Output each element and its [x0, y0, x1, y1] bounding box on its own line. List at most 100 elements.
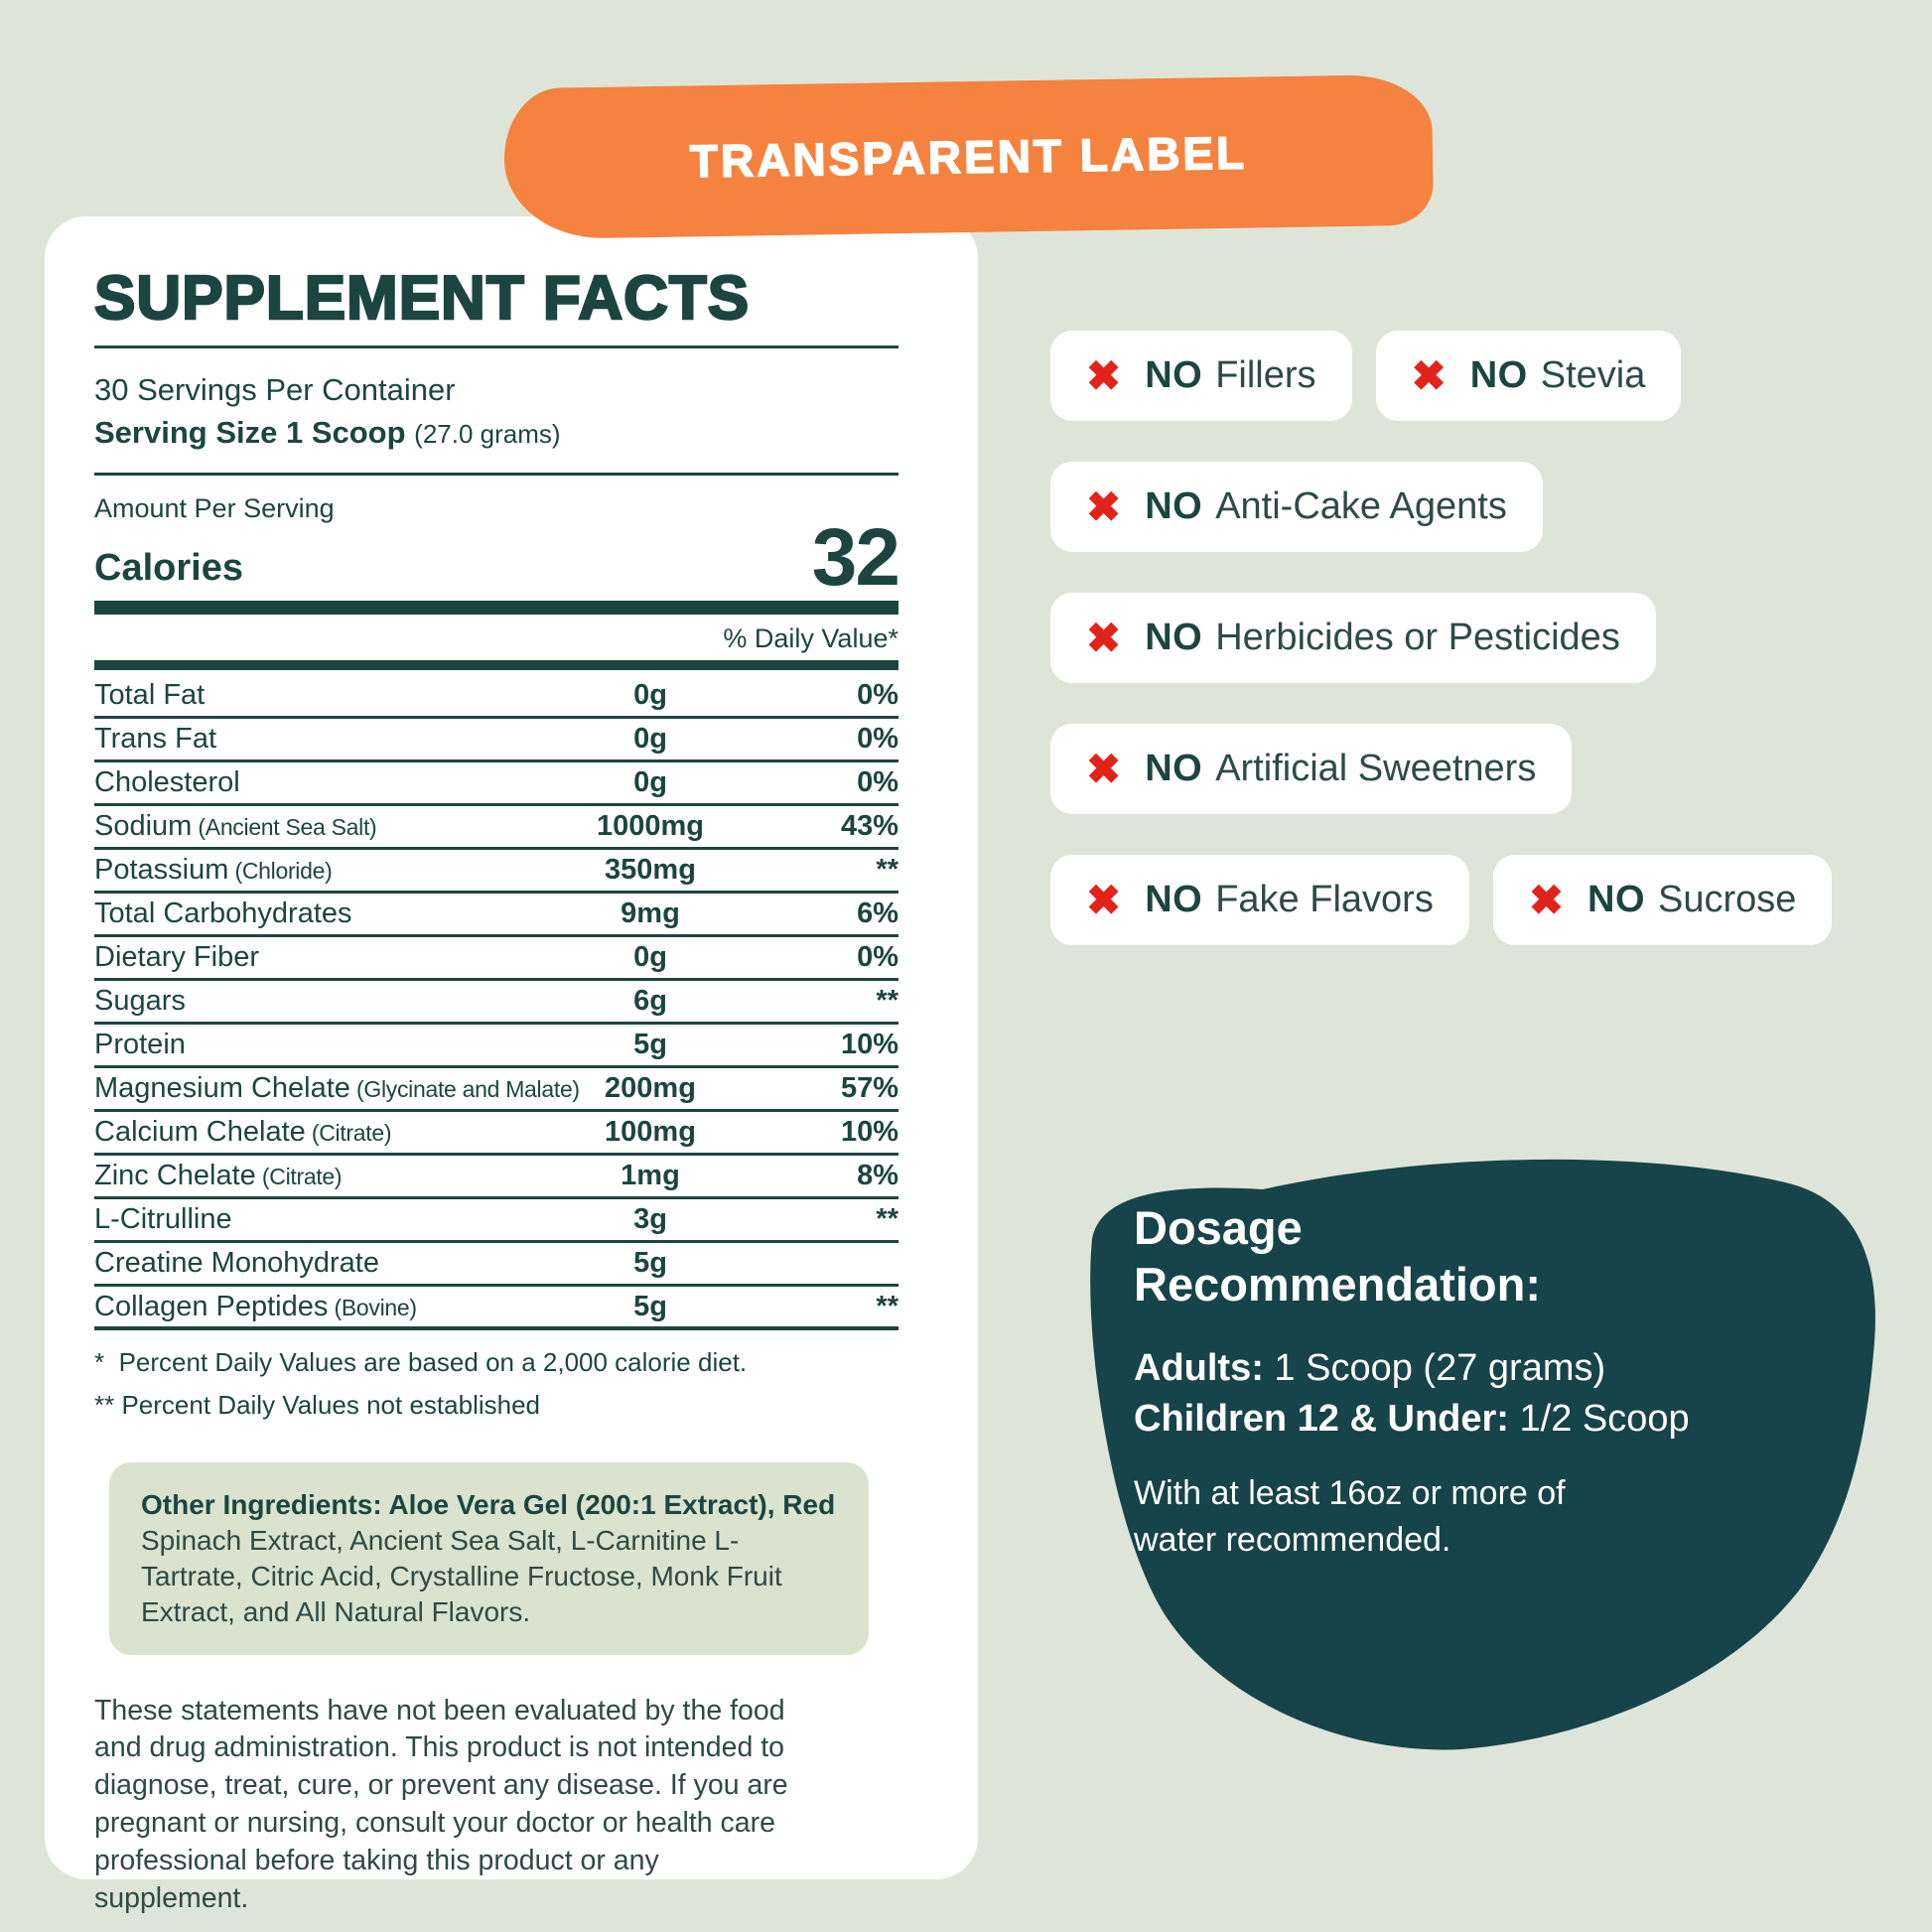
nutrient-amount: 6g: [633, 985, 667, 1018]
badge-label: Artificial Sweetners: [1215, 748, 1537, 789]
servings-per-container: 30 Servings Per Container: [94, 372, 456, 407]
nutrient-qualifier: (Citrate): [255, 1164, 343, 1190]
nutrient-amount: 350mg: [605, 854, 696, 887]
nutrient-amount: 100mg: [605, 1116, 696, 1149]
transparent-label-banner: TRANSPARENT LABEL: [502, 73, 1435, 240]
x-icon: ✖: [1528, 876, 1565, 923]
badge-label: Herbicides or Pesticides: [1215, 617, 1620, 658]
x-icon: ✖: [1086, 483, 1122, 530]
x-icon: ✖: [1086, 745, 1122, 792]
nutrient-name: Calcium Chelate (Citrate): [94, 1116, 392, 1149]
nutrient-amount: 0g: [633, 723, 667, 756]
banner-title: TRANSPARENT LABEL: [689, 126, 1249, 188]
x-icon: ✖: [1086, 614, 1122, 661]
calories-label: Calories: [94, 547, 243, 590]
nutrient-name: Total Carbohydrates: [94, 897, 352, 930]
x-icon: ✖: [1086, 876, 1122, 923]
other-ingredients-rest: Spinach Extract, Ancient Sea Salt, L-Car…: [141, 1525, 782, 1627]
nutrient-daily-value: 10%: [840, 1116, 898, 1149]
badge-label: Anti-Cake Agents: [1215, 485, 1507, 527]
no-claim-badge: ✖ NO Fake Flavors: [1050, 855, 1469, 945]
nutrient-amount: 1000mg: [596, 810, 704, 843]
footnote-not-established: ** Percent Daily Values not established: [94, 1389, 540, 1420]
dosage-children-line: Children 12 & Under: 1/2 Scoop: [1134, 1394, 1779, 1445]
x-icon: ✖: [1411, 351, 1447, 399]
nutrient-daily-value: **: [876, 985, 898, 1018]
divider: [94, 345, 898, 348]
fda-disclaimer: These statements have not been evaluated…: [94, 1694, 788, 1914]
nutrient-amount: 200mg: [605, 1072, 696, 1105]
dosage-lines: Adults: 1 Scoop (27 grams) Children 12 &…: [1134, 1343, 1779, 1445]
nutrient-row: Trans Fat 0g 0%: [94, 719, 898, 763]
divider: [94, 473, 898, 476]
nutrient-amount: 3g: [633, 1203, 667, 1236]
dosage-title: Dosage Recommendation:: [1134, 1201, 1541, 1311]
nutrient-amount: 0g: [633, 766, 667, 799]
nutrient-name: Sugars: [94, 985, 186, 1018]
nutrient-name: Creatine Monohydrate: [94, 1247, 379, 1280]
dosage-recommendation: Dosage Recommendation: Adults: 1 Scoop (…: [1134, 1199, 1779, 1563]
nutrient-row: Creatine Monohydrate 5g: [94, 1243, 898, 1288]
footnote-daily-values: * Percent Daily Values are based on a 2,…: [94, 1347, 748, 1378]
nutrient-qualifier: (Glycinate and Malate): [349, 1076, 580, 1103]
supplement-facts-card: SUPPLEMENT FACTS 30 Servings Per Contain…: [45, 216, 978, 1914]
badge-no-label: NO: [1145, 485, 1203, 527]
nutrient-amount: 5g: [633, 1290, 667, 1322]
no-claims-list: ✖ NO Fillers ✖ NO Stevia ✖ NO Anti-Cake Agents ✖ N…: [1050, 331, 1840, 945]
calories-row: Calories 32: [94, 512, 900, 603]
nutrient-row: Potassium (Chloride) 350mg **: [94, 850, 898, 895]
badge-label: Sucrose: [1658, 879, 1797, 920]
divider-medium: [94, 660, 898, 671]
nutrient-amount: 1mg: [621, 1160, 680, 1192]
nutrient-name: Trans Fat: [94, 723, 217, 756]
nutrient-amount: 5g: [633, 1029, 667, 1061]
badge-label: Fillers: [1215, 354, 1316, 396]
dosage-adults-line: Adults: 1 Scoop (27 grams): [1134, 1343, 1779, 1394]
dosage-children-value: 1/2 Scoop: [1508, 1397, 1690, 1440]
nutrient-amount: 9mg: [621, 897, 680, 930]
nutrient-row: L-Citrulline 3g **: [94, 1199, 898, 1244]
nutrient-qualifier: (Ancient Sea Salt): [192, 814, 377, 841]
dosage-blob-shape: [1090, 1159, 1875, 1750]
serving-size: Serving Size 1 Scoop (27.0 grams): [94, 415, 898, 451]
nutrient-row: Magnesium Chelate (Glycinate and Malate)…: [94, 1068, 898, 1113]
supplement-facts-title: SUPPLEMENT FACTS: [93, 264, 751, 333]
calories-value: 32: [811, 512, 900, 603]
nutrient-row: Zinc Chelate (Citrate) 1mg 8%: [94, 1156, 898, 1200]
x-icon: ✖: [1086, 351, 1122, 399]
nutrient-name: Magnesium Chelate (Glycinate and Malate): [94, 1072, 580, 1105]
nutrient-daily-value: 0%: [857, 941, 898, 974]
dosage-adults-label: Adults:: [1134, 1346, 1264, 1389]
nutrient-row: Sugars 6g **: [94, 981, 898, 1026]
nutrient-name: Total Fat: [94, 679, 206, 712]
divider-thick: [94, 601, 898, 616]
nutrient-daily-value: 10%: [840, 1029, 898, 1061]
badge-no-label: NO: [1145, 879, 1203, 920]
nutrient-amount: 0g: [633, 679, 667, 712]
nutrient-daily-value: **: [876, 1290, 898, 1322]
nutrient-daily-value: 8%: [857, 1160, 898, 1192]
nutrient-row: Sodium (Ancient Sea Salt) 1000mg 43%: [94, 806, 898, 851]
no-claim-badge: ✖ NO Sucrose: [1492, 855, 1833, 945]
daily-value-header: % Daily Value*: [723, 623, 898, 654]
nutrient-row: Dietary Fiber 0g 0%: [94, 937, 898, 982]
badge-no-label: NO: [1145, 354, 1203, 396]
nutrient-name: Collagen Peptides (Bovine): [94, 1290, 417, 1322]
nutrient-name: Potassium (Chloride): [94, 854, 333, 887]
no-claim-badge: ✖ NO Fillers: [1050, 331, 1352, 421]
nutrient-row: Total Fat 0g 0%: [94, 675, 898, 720]
nutrient-row: Total Carbohydrates 9mg 6%: [94, 894, 898, 938]
nutrient-name: Cholesterol: [94, 766, 240, 799]
nutrient-qualifier: (Bovine): [328, 1294, 417, 1320]
no-claim-badge: ✖ NO Artificial Sweetners: [1050, 724, 1573, 814]
nutrient-amount: 0g: [633, 941, 667, 974]
serving-size-grams: (27.0 grams): [414, 419, 561, 449]
other-ingredients-lead: Other Ingredients: Aloe Vera Gel (200:1 …: [141, 1489, 836, 1521]
serving-size-label: Serving Size 1 Scoop: [94, 415, 415, 450]
nutrient-row: Collagen Peptides (Bovine) 5g **: [94, 1287, 898, 1331]
nutrient-amount: 5g: [633, 1247, 667, 1280]
nutrient-name: Zinc Chelate (Citrate): [94, 1160, 343, 1192]
badge-no-label: NO: [1469, 354, 1528, 396]
badge-no-label: NO: [1587, 879, 1646, 920]
no-claim-badge: ✖ NO Anti-Cake Agents: [1050, 462, 1543, 552]
